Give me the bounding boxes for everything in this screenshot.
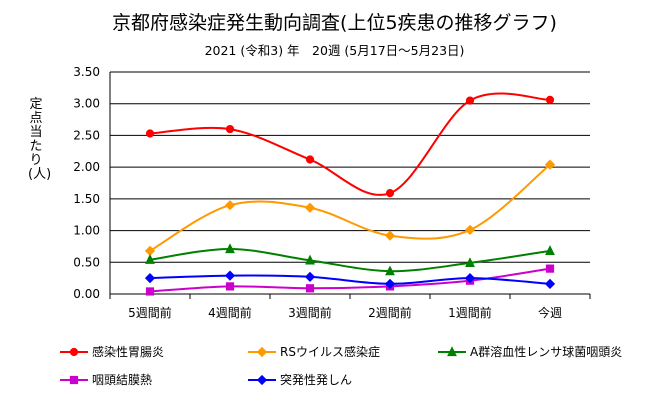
legend-entry: 感染性胃腸炎 xyxy=(92,344,164,359)
legend-marker xyxy=(447,346,457,357)
series-line-1 xyxy=(149,92,551,196)
data-point-1 xyxy=(465,96,475,105)
data-point-2 xyxy=(224,200,236,211)
legend-entry: 突発性発しん xyxy=(280,372,352,387)
x-tick-label: 5週間前 xyxy=(128,305,172,320)
y-tick-label: 3.00 xyxy=(73,97,100,111)
legend-marker xyxy=(69,347,79,357)
legend-entry: 咽頭結膜熱 xyxy=(92,373,152,387)
data-point-5 xyxy=(464,273,476,284)
data-point-3 xyxy=(305,254,315,265)
data-point-5 xyxy=(544,278,556,289)
series-line-5 xyxy=(149,274,551,285)
legend-entry: A群溶血性レンサ球菌咽頭炎 xyxy=(470,344,622,359)
chart-subtitle: 2021 (令和3) 年 20週 (5月17日～5月23日) xyxy=(204,43,465,58)
data-point-2 xyxy=(464,224,476,236)
data-point-5 xyxy=(304,271,316,282)
data-point-5 xyxy=(384,278,396,289)
data-point-3 xyxy=(145,254,155,264)
legend-marker xyxy=(69,375,79,385)
legend-marker xyxy=(256,346,268,358)
legend-marker xyxy=(256,374,268,386)
data-point-1 xyxy=(305,155,315,164)
data-point-1 xyxy=(145,129,155,138)
data-point-1 xyxy=(545,95,555,105)
data-point-3 xyxy=(545,245,555,255)
y-tick-label: 0.50 xyxy=(73,255,100,269)
data-point-5 xyxy=(224,270,236,281)
x-tick-label: 3週間前 xyxy=(288,305,332,320)
chart-title: 京都府感染症発生動向調査(上位5疾患の推移グラフ) xyxy=(112,12,557,34)
data-point-3 xyxy=(385,265,395,276)
data-point-1 xyxy=(385,189,395,198)
data-point-4 xyxy=(545,264,555,273)
legend-entry: RSウイルス感染症 xyxy=(280,344,380,359)
data-point-2 xyxy=(144,245,156,256)
x-tick-label: 2週間前 xyxy=(368,305,412,320)
data-point-5 xyxy=(144,273,156,284)
series-line-3 xyxy=(149,247,551,273)
y-tick-label: 0.00 xyxy=(73,287,100,301)
data-point-3 xyxy=(465,257,475,268)
x-tick-label: 1週間前 xyxy=(448,305,492,320)
data-point-2 xyxy=(544,159,556,170)
y-tick-label: 1.50 xyxy=(73,192,100,206)
y-tick-label: 2.50 xyxy=(73,128,100,142)
x-tick-label: 今週 xyxy=(538,305,562,320)
series-line-2 xyxy=(149,163,551,252)
data-point-2 xyxy=(384,230,396,241)
data-point-3 xyxy=(225,243,235,254)
y-tick-label: 2.00 xyxy=(73,160,100,174)
data-point-4 xyxy=(305,284,315,293)
data-point-4 xyxy=(145,287,155,296)
x-tick-label: 4週間前 xyxy=(208,305,252,320)
y-tick-label: 3.50 xyxy=(73,65,100,79)
data-point-1 xyxy=(225,124,235,134)
data-point-2 xyxy=(304,202,316,213)
data-point-4 xyxy=(225,282,235,291)
series-line-4 xyxy=(149,267,551,293)
y-tick-label: 1.00 xyxy=(73,224,100,238)
